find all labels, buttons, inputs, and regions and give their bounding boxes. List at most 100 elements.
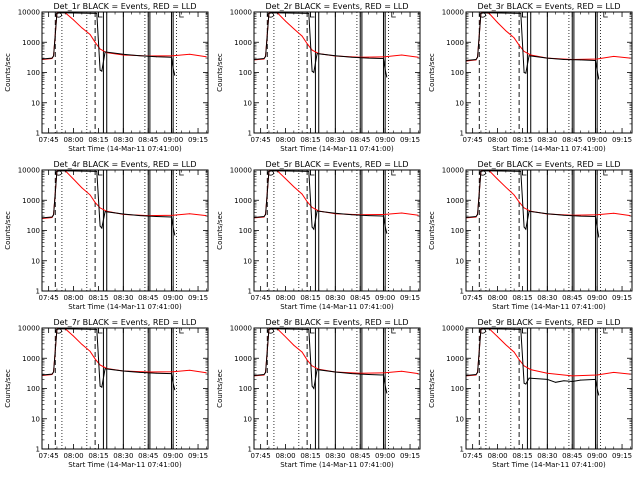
series-point [301, 35, 303, 37]
top-bracket-mark [310, 328, 315, 334]
series-point [189, 53, 191, 55]
plot-frame [253, 327, 421, 450]
series-point [386, 233, 388, 234]
series-point [505, 186, 507, 188]
y-tick-label: 1 [248, 446, 252, 454]
series-point [285, 178, 286, 179]
panel-title: Det_3r BLACK = Events, RED = LLD [477, 2, 620, 11]
detector-panel: Det_1r BLACK = Events, RED = LLD 1 10 100 10… [4, 2, 209, 153]
x-tick-label: 08:15 [300, 294, 320, 302]
y-tick-label: 10 [31, 257, 40, 265]
x-axis-label: Start Time (14-Mar-11 07:41:00) [68, 461, 182, 469]
series-point [334, 55, 336, 57]
series-point [523, 226, 525, 228]
series-point [51, 373, 53, 375]
series-point [156, 56, 157, 58]
series-point [301, 193, 303, 195]
series-point [293, 344, 295, 346]
series-point [513, 194, 515, 196]
series-point [174, 234, 176, 236]
x-tick-label: 09:00 [587, 452, 607, 460]
y-tick-label: 10000 [230, 167, 252, 175]
x-tick-label: 08:15 [300, 452, 320, 460]
series-point [505, 30, 507, 32]
series-point [546, 378, 548, 380]
x-tick-label: 09:15 [188, 452, 208, 460]
series-point [316, 210, 318, 212]
series-point [156, 372, 157, 374]
series-point [99, 364, 101, 366]
x-tick-label: 07:45 [251, 294, 271, 302]
series-point [613, 372, 615, 373]
series-point [313, 388, 315, 389]
x-tick-label: 08:30 [325, 136, 345, 144]
x-tick-label: 08:30 [537, 136, 557, 144]
y-tick-label: 1 [460, 446, 464, 454]
y-tick-label: 100 [239, 69, 252, 77]
series-point [417, 56, 419, 58]
y-tick-label: 10 [455, 415, 464, 423]
top-bracket-mark [179, 170, 184, 176]
series-point [205, 372, 207, 374]
panel-title: Det_1r BLACK = Events, RED = LLD [53, 2, 196, 11]
series-point [73, 335, 74, 337]
series-point [523, 207, 525, 209]
x-tick-label: 08:15 [88, 294, 108, 302]
y-tick-label: 1000 [234, 355, 252, 363]
series-point [81, 27, 83, 29]
y-axis-label: Counts/sec [216, 369, 224, 408]
series-point [311, 49, 313, 51]
series-point [596, 388, 598, 389]
x-tick-label: 09:00 [375, 452, 395, 460]
series-point [386, 76, 388, 78]
series-point [263, 374, 265, 375]
top-bracket-mark [391, 328, 396, 334]
x-tick-label: 08:15 [512, 136, 532, 144]
panel-title: Det_4r BLACK = Events, RED = LLD [53, 160, 196, 169]
series-point [497, 178, 498, 180]
series-point [101, 386, 103, 388]
series-point [528, 55, 530, 57]
series-point [172, 55, 174, 57]
y-tick-label: 1000 [22, 197, 40, 205]
y-tick-label: 1 [36, 446, 40, 454]
x-tick-label: 08:15 [300, 136, 320, 144]
series-point [94, 358, 96, 360]
series-point [301, 351, 303, 353]
series-point [384, 384, 386, 386]
series-point [520, 328, 522, 330]
y-tick-label: 100 [451, 69, 464, 77]
series-point [293, 186, 295, 188]
y-axis-label: Counts/sec [428, 53, 436, 92]
x-tick-label: 08:45 [562, 294, 582, 302]
y-tick-label: 1 [36, 288, 40, 296]
x-tick-label: 08:00 [63, 452, 83, 460]
series-point [528, 210, 530, 212]
y-axis-label: Counts/sec [4, 211, 12, 250]
series-point [523, 365, 525, 367]
y-tick-label: 1000 [446, 39, 464, 47]
y-axis-label: Counts/sec [4, 53, 12, 92]
series-point [513, 351, 515, 353]
series-point [598, 78, 600, 80]
y-tick-label: 1 [36, 130, 40, 138]
series-point [81, 343, 83, 345]
plot-frame [253, 169, 421, 292]
y-tick-label: 10000 [230, 9, 252, 17]
x-tick-label: 09:15 [612, 452, 632, 460]
series-point [51, 216, 53, 218]
series-point [293, 28, 295, 30]
x-axis-label: Start Time (14-Mar-11 07:41:00) [68, 303, 182, 311]
lld-series-line [253, 169, 419, 219]
y-tick-label: 100 [27, 385, 40, 393]
y-tick-label: 10000 [18, 9, 40, 17]
x-tick-label: 08:45 [562, 136, 582, 144]
series-point [189, 213, 191, 215]
x-tick-label: 08:45 [138, 294, 158, 302]
x-tick-label: 08:00 [487, 136, 507, 144]
x-tick-label: 08:00 [63, 294, 83, 302]
y-tick-label: 10 [243, 99, 252, 107]
series-point [89, 194, 91, 196]
x-tick-label: 07:45 [251, 452, 271, 460]
plot-frame [465, 327, 633, 450]
